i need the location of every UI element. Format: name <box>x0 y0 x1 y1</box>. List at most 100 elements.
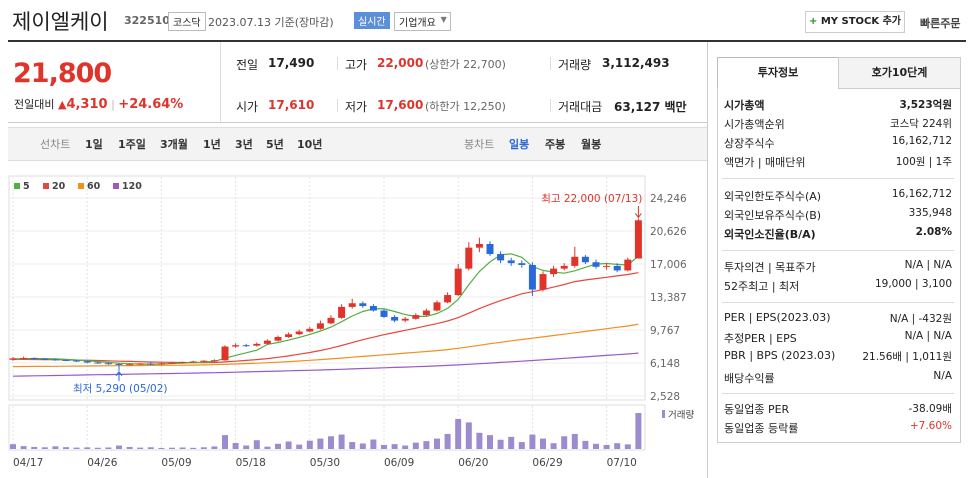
volume-bar <box>126 446 133 449</box>
volume-bar <box>518 442 525 449</box>
info-value: 19,000 | 3,100 <box>874 278 952 290</box>
stat-label: 저가 <box>345 100 368 114</box>
info-label: 투자의견 | 목표주가 <box>724 261 816 274</box>
candle-body <box>295 331 303 335</box>
candle-body <box>327 317 335 324</box>
y-tick-label: 24,246 <box>650 193 687 205</box>
volume-bar <box>211 446 218 449</box>
x-tick-label: 05/30 <box>310 457 340 469</box>
candle-tab[interactable]: 일봉 <box>509 138 530 151</box>
divider <box>722 302 954 303</box>
volume-bar <box>476 432 483 449</box>
volume-bar <box>63 447 69 449</box>
y-tick-label: 9,767 <box>650 325 680 337</box>
candle-body <box>634 220 642 259</box>
candle-body <box>200 360 208 362</box>
realtime-badge: 실시간 <box>354 12 390 29</box>
period-tab[interactable]: 5년 <box>266 138 284 151</box>
period-tab[interactable]: 1일 <box>85 138 103 151</box>
volume-frame <box>8 404 646 451</box>
info-value: N/A <box>933 370 952 382</box>
side-tab-active[interactable]: 투자정보 <box>717 57 839 88</box>
candle-body <box>136 363 144 365</box>
mystock-button[interactable]: + MY STOCK 추가 <box>805 11 905 33</box>
divider <box>337 99 338 112</box>
info-value: 코스닥 224위 <box>889 118 952 130</box>
period-tab[interactable]: 1년 <box>203 138 221 151</box>
side-frame <box>717 88 961 443</box>
volume-bar <box>508 436 515 449</box>
period-tab[interactable]: 3개월 <box>160 138 188 151</box>
header-rule <box>8 40 966 42</box>
info-label: 배당수익률 <box>724 372 775 385</box>
info-label: PER | EPS(2023.03) <box>724 311 831 324</box>
plot-frame <box>8 175 646 401</box>
candle-body <box>285 334 293 337</box>
side-tab[interactable]: 호가10단계 <box>838 57 961 89</box>
stat-label: 고가 <box>345 58 368 72</box>
info-value: +7.60% <box>909 420 952 432</box>
price: 21,800 <box>13 58 112 89</box>
info-value: N/A | N/A <box>904 259 952 271</box>
divider <box>337 57 338 70</box>
period-tab[interactable]: 3년 <box>235 138 253 151</box>
change-row: 전일대비 ▲4,310 | +24.64% <box>14 96 183 112</box>
volume-bar <box>465 422 472 449</box>
volume-bar <box>52 446 59 449</box>
candle-body <box>316 323 324 329</box>
candle-body <box>94 362 102 364</box>
volume-bar <box>423 441 430 449</box>
candle-body <box>168 362 176 364</box>
volume-bar <box>561 436 568 449</box>
candle-body <box>104 363 112 365</box>
candle-body <box>539 274 547 290</box>
stat-label: 거래대금 <box>558 100 603 114</box>
stat-value: 17,610 <box>268 98 315 112</box>
stat-note: (상한가 22,700) <box>425 58 506 71</box>
candle-tab[interactable]: 월봉 <box>581 138 602 151</box>
period-tab[interactable]: 1주일 <box>118 138 146 151</box>
quick-order[interactable]: 빠른주문 <box>920 17 961 30</box>
market-badge: 코스닥 <box>168 12 206 31</box>
low-arrow <box>115 370 123 381</box>
legend-swatch <box>113 183 119 189</box>
volume-bar <box>455 418 462 449</box>
high-arrow <box>635 206 642 219</box>
volume-bar <box>285 441 292 449</box>
period-tab[interactable]: 10년 <box>297 138 323 151</box>
candle-body <box>433 302 441 311</box>
stat-value: 22,000 <box>377 56 424 70</box>
volume-bar <box>359 443 366 449</box>
info-label: PBR | BPS (2023.03) <box>724 349 836 362</box>
volume-bar <box>232 442 239 449</box>
candle-body <box>126 364 134 366</box>
info-value: N/A | N/A <box>904 330 952 342</box>
legend-label: 5 <box>23 181 30 192</box>
x-tick-label: 05/18 <box>236 457 266 469</box>
stat-value: 3,112,493 <box>602 56 670 70</box>
volume-bar <box>444 433 451 449</box>
candle-body <box>550 268 558 275</box>
change: 4,310 <box>66 97 108 112</box>
tab-label: 봉차트 <box>464 138 495 151</box>
volume-bar <box>434 438 440 449</box>
overview-button[interactable]: 기업개요 ▼ <box>394 12 451 31</box>
y-tick-label: 2,528 <box>650 391 680 403</box>
stat-label: 전일 <box>236 58 259 72</box>
info-label: 상장주식수 <box>724 137 775 150</box>
volume-bar <box>94 447 101 449</box>
stat-value: 63,127 백만 <box>614 100 687 114</box>
candle-body <box>20 357 28 359</box>
info-label: 액면가 | 매매단위 <box>724 156 806 169</box>
candle-tab[interactable]: 주봉 <box>545 138 566 151</box>
volume-bar <box>412 442 419 449</box>
info-label: 동일업종 PER <box>724 403 790 416</box>
info-value: 335,948 <box>908 207 952 219</box>
info-value: 100원 | 1주 <box>895 156 952 168</box>
legend-label: 120 <box>122 181 142 192</box>
divider <box>550 57 551 70</box>
stat-value: 17,600 <box>377 98 424 112</box>
legend-swatch <box>78 183 84 189</box>
divider <box>707 42 708 478</box>
info-label: 추정PER | EPS <box>724 332 797 345</box>
